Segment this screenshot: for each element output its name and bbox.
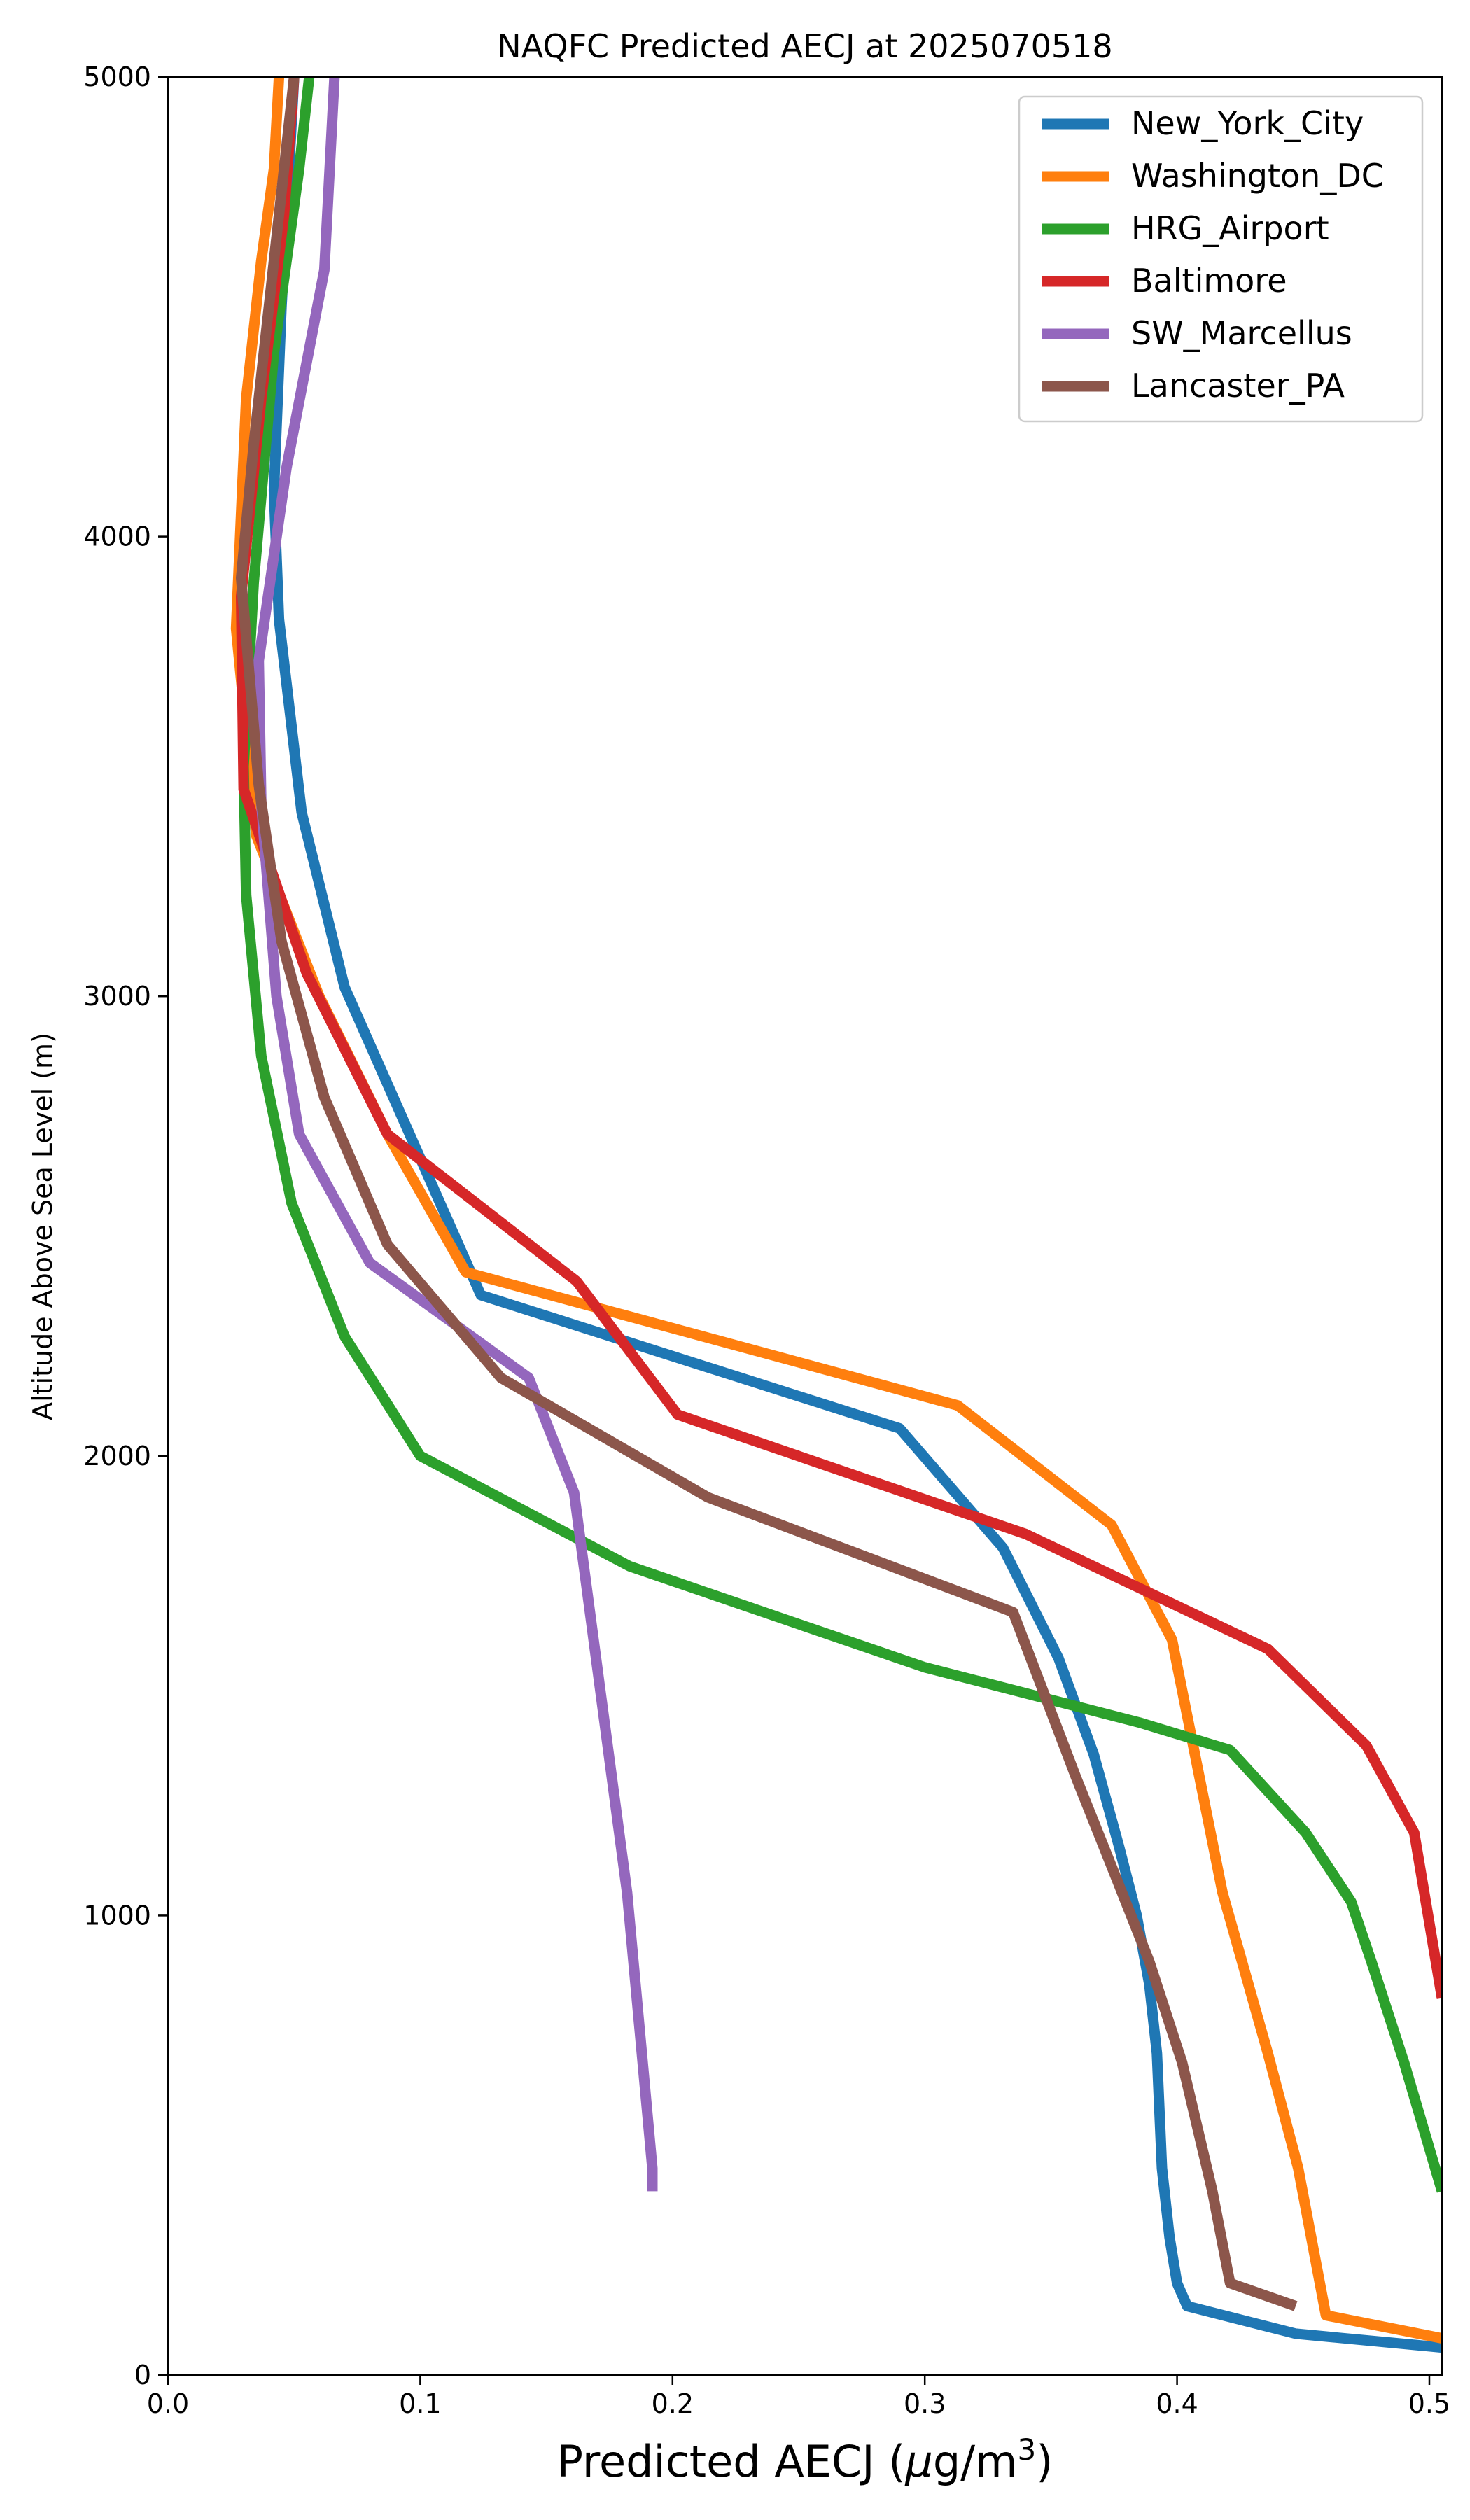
x-tick-label: 0.1 — [399, 2388, 441, 2419]
series-line-sw-marcellus — [253, 77, 658, 2192]
x-tick-label: 0.0 — [147, 2388, 189, 2419]
y-tick-label: 1000 — [83, 1900, 151, 1931]
y-tick-label: 4000 — [83, 522, 151, 552]
x-tick-label: 0.4 — [1156, 2388, 1198, 2419]
legend: New_York_City Washington_DC HRG_Airport Bal… — [1018, 95, 1424, 423]
chart-title: NAQFC Predicted AECJ at 2025070518 — [497, 27, 1112, 65]
y-tick-label: 5000 — [83, 62, 151, 92]
series-line-hrg-airport — [238, 77, 1442, 2193]
y-tick-label: 3000 — [83, 981, 151, 1011]
legend-label: Washington_DC — [1131, 157, 1384, 195]
legend-label: Lancaster_PA — [1131, 367, 1345, 405]
legend-label: New_York_City — [1131, 104, 1364, 142]
x-tick-label: 0.5 — [1408, 2388, 1450, 2419]
x-tick-label: 0.2 — [652, 2388, 694, 2419]
x-axis-label-main: Predicted AECJ ( — [557, 2436, 906, 2487]
legend-label: SW_Marcellus — [1131, 314, 1352, 352]
x-axis-label-mu: μ — [904, 2436, 932, 2487]
x-axis-label: Predicted AECJ (μg/m3) — [557, 2432, 1054, 2487]
x-axis-label-unit: g/m — [933, 2436, 1018, 2487]
x-axis-label-sup: 3 — [1017, 2432, 1036, 2467]
legend-label: Baltimore — [1131, 262, 1287, 300]
series-line-lancaster-pa — [236, 77, 1298, 2311]
series-line-new-york-city — [268, 77, 1442, 2353]
legend-label: HRG_Airport — [1131, 209, 1329, 247]
x-axis-ticks: 0.0 0.1 0.2 0.3 0.4 0.5 — [147, 2375, 1450, 2419]
series-layer — [230, 77, 1442, 2353]
plot-frame — [167, 76, 1443, 2376]
series-line-washington-dc — [230, 77, 1442, 2344]
y-tick-label: 0 — [134, 2360, 151, 2390]
x-axis-label-close: ) — [1036, 2436, 1053, 2487]
y-tick-label: 2000 — [83, 1441, 151, 1471]
x-tick-label: 0.3 — [904, 2388, 946, 2419]
legend-box — [1018, 95, 1424, 423]
y-axis-label: Altitude Above Sea Level (m) — [27, 1032, 58, 1420]
y-axis-ticks: 0 1000 2000 3000 4000 5000 — [83, 62, 168, 2390]
